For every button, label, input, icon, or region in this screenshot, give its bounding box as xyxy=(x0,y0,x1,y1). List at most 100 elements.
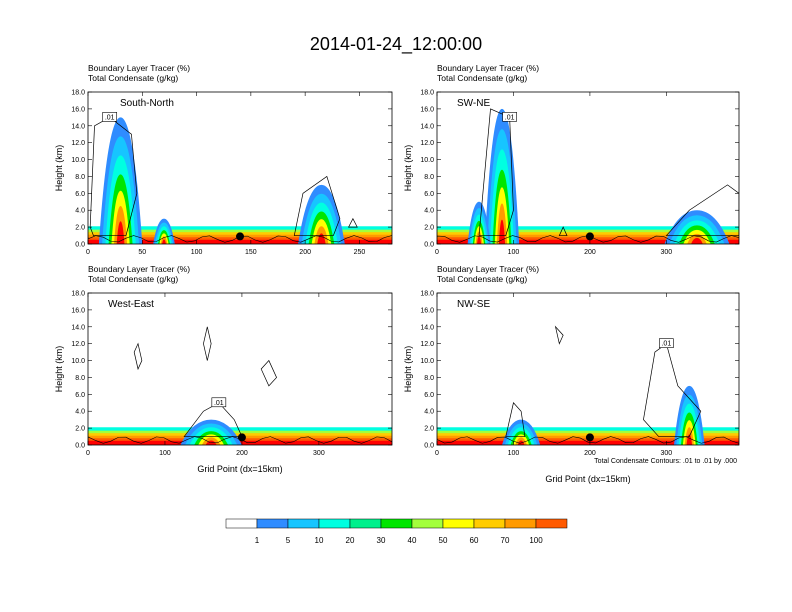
ytick-label: 12.0 xyxy=(420,140,434,147)
xtick-label: 0 xyxy=(86,249,90,256)
contour-field-label: Total Condensate (g/kg) xyxy=(437,73,527,83)
colorbar-swatch xyxy=(287,518,320,529)
ytick-label: 8.0 xyxy=(75,174,85,181)
xtick-label: 0 xyxy=(86,450,90,457)
ytick-label: 14.0 xyxy=(420,324,434,331)
colorbar-label: 10 xyxy=(315,536,324,545)
contour-label-box xyxy=(502,112,517,122)
fill-field-label: Boundary Layer Tracer (%) xyxy=(88,264,190,274)
fill-field-label: Boundary Layer Tracer (%) xyxy=(437,264,539,274)
ytick-label: 2.0 xyxy=(424,426,434,433)
xtick-label: 100 xyxy=(508,249,520,256)
ytick-label: 14.0 xyxy=(71,324,85,331)
xtick-label: 300 xyxy=(661,450,673,457)
panel-name: South-North xyxy=(120,98,174,109)
contour-label-box xyxy=(102,112,118,122)
low-level-contour xyxy=(437,436,739,444)
fill-field-label: Boundary Layer Tracer (%) xyxy=(88,63,190,73)
ytick-label: 18.0 xyxy=(71,291,85,298)
colorbar-label: 70 xyxy=(501,536,510,545)
condensate-contour xyxy=(89,116,138,236)
contour-label: .01 xyxy=(505,114,515,121)
condensate-contour xyxy=(643,343,702,437)
bl-band xyxy=(437,239,739,244)
low-level-contour xyxy=(437,235,739,243)
contour-label-box xyxy=(211,397,227,408)
plume-layer xyxy=(498,219,506,244)
ytick-label: 18.0 xyxy=(71,90,85,97)
xtick-label: 100 xyxy=(159,450,171,457)
xtick-label: 50 xyxy=(138,249,146,256)
colorbar-label: 1 xyxy=(255,536,260,545)
ytick-label: 4.0 xyxy=(75,409,85,416)
ylabel: Height (km) xyxy=(54,346,64,393)
ylabel: Height (km) xyxy=(403,145,413,192)
ytick-label: 0.0 xyxy=(75,242,85,249)
ytick-label: 12.0 xyxy=(71,341,85,348)
contour-label: .01 xyxy=(661,341,671,348)
fill-field-label: Boundary Layer Tracer (%) xyxy=(437,63,539,73)
low-level-contour xyxy=(88,235,392,243)
condensate-contour xyxy=(260,359,277,387)
ytick-label: 0.0 xyxy=(424,443,434,450)
plot-frame xyxy=(436,91,740,245)
plume-layer xyxy=(476,236,482,244)
xtick-label: 200 xyxy=(236,450,248,457)
colorbar-swatch xyxy=(318,518,351,529)
ytick-label: 12.0 xyxy=(71,140,85,147)
condensate-contour xyxy=(505,402,526,437)
ytick-label: 6.0 xyxy=(75,191,85,198)
ytick-label: 2.0 xyxy=(424,225,434,232)
condensate-contour xyxy=(478,108,514,236)
xtick-label: 200 xyxy=(584,450,596,457)
ytick-label: 6.0 xyxy=(424,191,434,198)
location-marker xyxy=(585,433,594,442)
condensate-contour xyxy=(665,184,739,236)
xtick-label: 200 xyxy=(299,249,311,256)
field-layer xyxy=(437,108,739,244)
ytick-label: 10.0 xyxy=(420,157,434,164)
panel-name: SW-NE xyxy=(457,98,490,109)
colorbar-label: 5 xyxy=(286,536,291,545)
panel-south-north: Boundary Layer Tracer (%)Total Condensat… xyxy=(54,63,393,256)
plume-layer xyxy=(691,237,703,244)
panel-nw-se: Boundary Layer Tracer (%)Total Condensat… xyxy=(403,264,740,457)
ytick-label: 18.0 xyxy=(420,90,434,97)
bl-band xyxy=(437,440,739,445)
ytick-label: 12.0 xyxy=(420,341,434,348)
contour-note: Total Condensate Contours: .01 to .01 by… xyxy=(594,458,737,465)
contour-field-label: Total Condensate (g/kg) xyxy=(88,274,178,284)
ytick-label: 16.0 xyxy=(71,307,85,314)
ytick-label: 18.0 xyxy=(420,291,434,298)
ytick-label: 2.0 xyxy=(75,426,85,433)
colorbar-swatch xyxy=(442,518,475,529)
colorbar-swatch xyxy=(349,518,382,529)
colorbar-label: 100 xyxy=(529,536,543,545)
colorbar-swatch xyxy=(256,518,289,529)
condensate-contour xyxy=(293,175,341,236)
ytick-label: 14.0 xyxy=(420,123,434,130)
panel-name: West-East xyxy=(108,299,154,310)
condensate-contour xyxy=(203,326,212,361)
contour-label: .01 xyxy=(214,400,224,407)
panel-sw-ne: Boundary Layer Tracer (%)Total Condensat… xyxy=(403,63,740,256)
plot-frame xyxy=(436,292,740,446)
xtick-label: 0 xyxy=(435,450,439,457)
colorbar-label: 40 xyxy=(408,536,417,545)
bl-band xyxy=(88,239,392,244)
panel-west-east: Boundary Layer Tracer (%)Total Condensat… xyxy=(54,264,393,457)
xtick-label: 0 xyxy=(435,249,439,256)
xtick-label: 300 xyxy=(313,450,325,457)
xtick-label: 300 xyxy=(661,249,673,256)
condensate-contour xyxy=(554,325,564,345)
location-marker xyxy=(236,232,244,241)
ytick-label: 14.0 xyxy=(71,123,85,130)
ytick-label: 8.0 xyxy=(424,174,434,181)
xlabel-left: Grid Point (dx=15km) xyxy=(197,464,282,474)
colorbar-swatch xyxy=(225,518,258,529)
condensate-contour xyxy=(558,226,568,236)
plume-layer xyxy=(686,434,693,445)
plot-frame xyxy=(87,292,393,446)
xtick-label: 100 xyxy=(191,249,203,256)
